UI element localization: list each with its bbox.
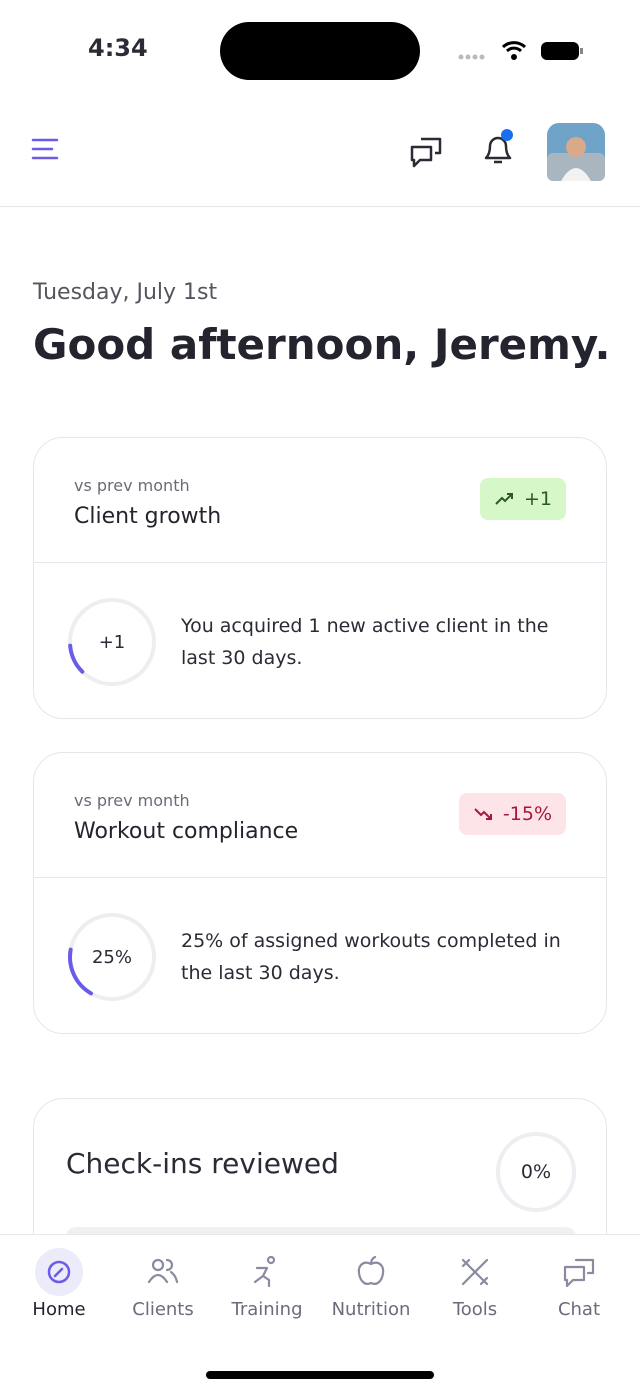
trend-icon xyxy=(474,808,492,820)
trend-badge: -15% xyxy=(458,793,566,835)
messages-button[interactable] xyxy=(408,134,444,170)
bottom-nav: Home Clients Training Nutrition Tools Chat xyxy=(0,1234,640,1391)
card-subtitle: vs prev month xyxy=(74,476,190,495)
nav-label: Chat xyxy=(557,1299,601,1320)
nav-label: Tools xyxy=(452,1299,498,1320)
nav-item[interactable]: Clients xyxy=(111,1235,215,1335)
card-divider xyxy=(34,562,606,563)
nav-item[interactable]: Nutrition xyxy=(319,1235,423,1335)
nav-label: Home xyxy=(32,1299,86,1320)
nav-label: Clients xyxy=(132,1299,194,1320)
progress-ring xyxy=(68,913,156,1001)
nav-item[interactable]: Tools xyxy=(423,1235,527,1335)
greeting: Good afternoon, Jeremy. xyxy=(33,320,611,369)
stat-card[interactable]: vs prev month Client growth +1 +1 You acquir… xyxy=(33,437,607,719)
trend-icon xyxy=(495,493,513,505)
badge-text: -15% xyxy=(502,803,552,825)
notifications-button[interactable] xyxy=(478,126,518,170)
badge-text: +1 xyxy=(523,488,552,510)
card-subtitle: vs prev month xyxy=(74,791,190,810)
nav-label: Training xyxy=(231,1299,303,1320)
trend-badge: +1 xyxy=(479,478,566,520)
card-divider xyxy=(34,877,606,878)
ring-label: +1 xyxy=(98,631,126,653)
date: Tuesday, July 1st xyxy=(33,280,218,305)
header-divider xyxy=(0,206,640,207)
nav-icon xyxy=(147,1258,179,1284)
nav-item[interactable]: Training xyxy=(215,1235,319,1335)
status-time: 4:34 xyxy=(88,34,148,62)
checkins-title: Check-ins reviewed xyxy=(66,1147,339,1180)
ring-label: 25% xyxy=(91,946,132,968)
home-indicator xyxy=(206,1371,434,1379)
dynamic-island xyxy=(220,22,420,80)
card-description: You acquired 1 new active client in the … xyxy=(181,615,549,669)
stat-card[interactable]: vs prev month Workout compliance -15% 25% 25… xyxy=(33,752,607,1034)
nav-icon xyxy=(563,1258,595,1288)
nav-icon xyxy=(357,1255,385,1285)
nav-icon xyxy=(253,1255,276,1288)
card-title: Client growth xyxy=(74,504,222,529)
avatar[interactable] xyxy=(547,123,605,181)
nav-icon xyxy=(47,1260,71,1284)
nav-label: Nutrition xyxy=(331,1299,411,1320)
status-icons xyxy=(458,41,583,60)
card-description: 25% of assigned workouts completed in th… xyxy=(181,930,561,984)
nav-item[interactable]: Chat xyxy=(527,1235,631,1335)
nav-icon xyxy=(461,1258,489,1286)
nav-item[interactable]: Home xyxy=(7,1235,111,1335)
card-title: Workout compliance xyxy=(74,819,299,844)
menu-button[interactable] xyxy=(30,136,60,164)
checkins-ring xyxy=(496,1132,576,1212)
progress-ring xyxy=(68,598,156,686)
checkins-ring-label: 0% xyxy=(520,1161,552,1183)
